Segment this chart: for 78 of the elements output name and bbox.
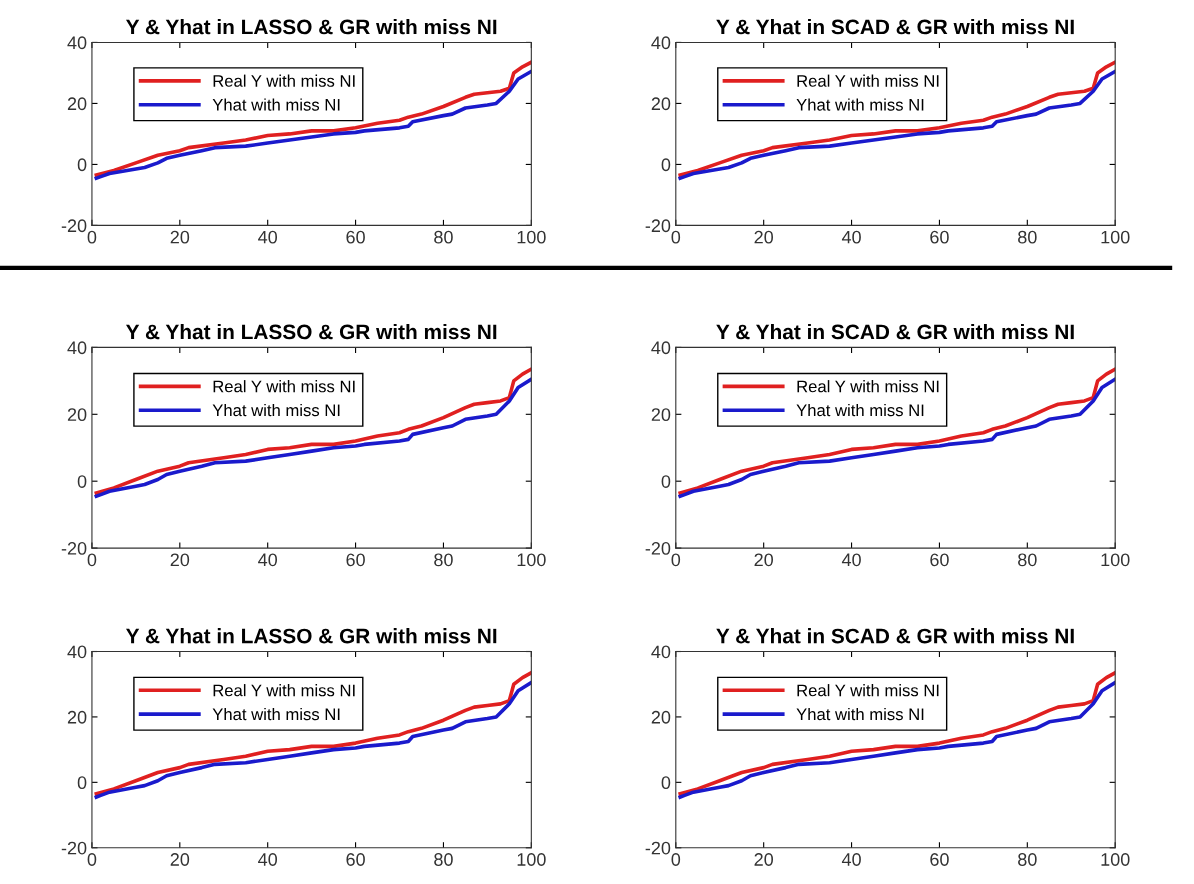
y-tick-label: -20 — [61, 841, 87, 855]
x-tick-label: 0 — [671, 230, 681, 244]
x-tick-label: 100 — [517, 853, 546, 866]
y-tick-label: 20 — [651, 710, 671, 724]
x-tick-label: 0 — [87, 230, 97, 244]
legend-label: Real Y with miss NI — [213, 684, 355, 697]
y-tick-label: -20 — [645, 219, 671, 233]
x-tick-label: 100 — [517, 553, 546, 567]
legend-label: Yhat with miss NI — [212, 707, 340, 721]
x-tick-label: 40 — [841, 853, 861, 866]
x-tick-label: 20 — [754, 230, 774, 244]
x-tick-label: 0 — [671, 853, 681, 866]
legend-label: Yhat with miss NI — [796, 707, 924, 721]
y-tick-label: 20 — [67, 408, 87, 422]
chart-title: Y & Yhat in SCAD & GR with miss NI — [716, 19, 1074, 35]
x-tick-label: 20 — [170, 553, 190, 567]
y-tick-label: 0 — [77, 776, 87, 790]
legend-label: Real Y with miss NI — [797, 74, 939, 87]
chart-title: Y & Yhat in LASSO & GR with miss NI — [125, 323, 497, 340]
legend-label: Real Y with miss NI — [213, 74, 355, 87]
x-tick-label: 60 — [346, 230, 365, 244]
x-tick-label: 60 — [346, 553, 365, 567]
y-tick-label: 40 — [67, 645, 87, 659]
legend-label: Yhat with miss NI — [212, 98, 340, 111]
legend-label: Yhat with miss NI — [212, 403, 340, 417]
x-tick-label: 100 — [1101, 230, 1130, 244]
x-tick-label: 80 — [1018, 230, 1037, 244]
x-tick-label: 20 — [170, 230, 190, 244]
x-tick-label: 20 — [754, 853, 774, 866]
x-tick-label: 60 — [930, 230, 949, 244]
chart-title: Y & Yhat in LASSO & GR with miss NI — [125, 628, 497, 644]
y-tick-label: 40 — [67, 36, 87, 50]
x-tick-label: 60 — [930, 553, 949, 567]
x-tick-label: 40 — [258, 853, 278, 866]
x-tick-label: 80 — [434, 553, 453, 567]
x-tick-label: 40 — [258, 553, 278, 567]
y-tick-label: 0 — [77, 158, 87, 172]
x-tick-label: 100 — [517, 230, 546, 244]
legend-label: Real Y with miss NI — [213, 380, 355, 393]
y-tick-label: 0 — [661, 158, 671, 172]
x-tick-label: 20 — [754, 553, 774, 567]
y-tick-label: 20 — [651, 408, 671, 422]
y-tick-label: -20 — [645, 542, 671, 555]
y-tick-label: 0 — [77, 475, 87, 488]
chart-title: Y & Yhat in SCAD & GR with miss NI — [716, 628, 1074, 644]
chart-title: Y & Yhat in LASSO & GR with miss NI — [125, 19, 497, 35]
y-tick-label: -20 — [645, 841, 671, 855]
y-tick-label: -20 — [61, 542, 87, 555]
legend-label: Real Y with miss NI — [797, 380, 939, 393]
y-tick-label: 0 — [661, 475, 671, 488]
y-tick-label: 20 — [67, 710, 87, 724]
x-tick-label: 0 — [671, 553, 681, 567]
y-tick-label: 40 — [67, 341, 87, 355]
legend-label: Yhat with miss NI — [796, 403, 924, 417]
chart-title: Y & Yhat in SCAD & GR with miss NI — [716, 323, 1074, 340]
x-tick-label: 80 — [1018, 553, 1037, 567]
y-tick-label: 40 — [651, 645, 671, 659]
y-tick-label: 40 — [651, 36, 671, 50]
x-tick-label: 0 — [87, 553, 97, 567]
y-tick-label: 0 — [661, 776, 671, 790]
y-tick-label: -20 — [61, 219, 87, 233]
x-tick-label: 20 — [170, 853, 190, 866]
x-tick-label: 100 — [1101, 553, 1130, 567]
x-tick-label: 80 — [434, 230, 453, 244]
x-tick-label: 100 — [1101, 853, 1130, 866]
x-tick-label: 80 — [1018, 853, 1037, 866]
legend-label: Yhat with miss NI — [796, 98, 924, 111]
x-tick-label: 40 — [841, 553, 861, 567]
x-tick-label: 40 — [841, 230, 861, 244]
y-tick-label: 20 — [67, 97, 87, 111]
y-tick-label: 40 — [651, 341, 671, 355]
x-tick-label: 40 — [258, 230, 278, 244]
y-tick-label: 20 — [651, 97, 671, 111]
x-tick-label: 60 — [930, 853, 949, 866]
x-tick-label: 60 — [346, 853, 365, 866]
legend-label: Real Y with miss NI — [797, 684, 939, 697]
x-tick-label: 0 — [87, 853, 97, 866]
x-tick-label: 80 — [434, 853, 453, 866]
